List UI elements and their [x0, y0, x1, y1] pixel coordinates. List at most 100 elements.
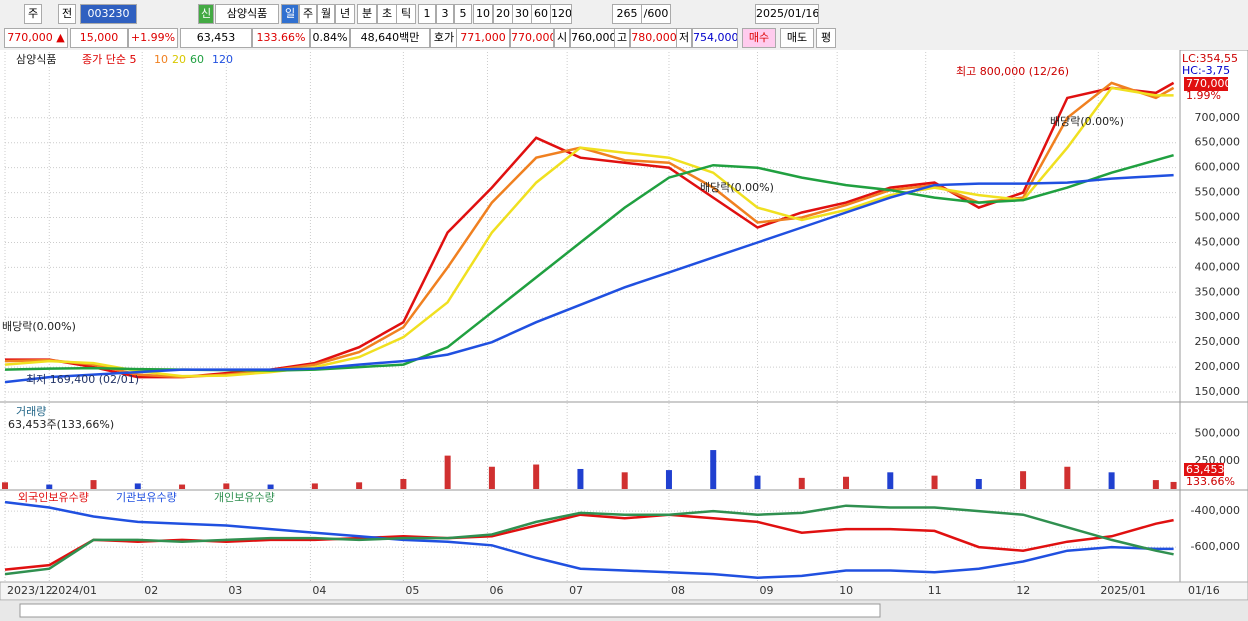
toolbar-item[interactable]: 분 [357, 4, 377, 24]
toolbar-item[interactable]: 전 [58, 4, 76, 24]
axis-label: LC:354,55 [1182, 52, 1238, 65]
toolbar-item[interactable]: 시 [554, 28, 570, 48]
toolbar-item[interactable]: 780,000 [630, 28, 678, 48]
volume-bar [179, 484, 186, 489]
toolbar-item[interactable]: 20 [493, 4, 513, 24]
volume-bar [621, 472, 628, 489]
toolbar-item[interactable]: 003230 [80, 4, 137, 24]
volume-bar [400, 478, 407, 489]
toolbar-item[interactable]: 월 [317, 4, 335, 24]
volume-bar [223, 483, 230, 489]
volume-bar [134, 483, 141, 489]
volume-bar [267, 484, 274, 489]
toolbar-item[interactable]: 2025/01/16 [755, 4, 819, 24]
toolbar-item[interactable]: 10 [473, 4, 493, 24]
y-tick-label: -400,000 [1191, 504, 1240, 517]
toolbar-item[interactable]: 265 [612, 4, 642, 24]
toolbar-item[interactable]: 760,000 [570, 28, 616, 48]
series-line [4, 173, 1174, 384]
scroll-thumb[interactable] [19, 603, 881, 618]
axis-label: 63,453 [1186, 463, 1225, 476]
volume-bar [665, 470, 672, 489]
chart-title: 삼양식품 [16, 53, 56, 66]
x-tick-label: 03 [228, 584, 242, 597]
toolbar-item[interactable]: 신 [198, 4, 214, 24]
annotation: 배당락(0.00%) [2, 320, 76, 333]
volume-bar [931, 475, 938, 489]
toolbar-item[interactable]: 매도 [780, 28, 814, 48]
volume-bar [1108, 472, 1115, 489]
toolbar-item[interactable]: 매수 [742, 28, 776, 48]
legend-entry: 기관보유수량 [116, 491, 177, 504]
toolbar-item[interactable]: 0.84% [310, 28, 350, 48]
toolbar-item[interactable]: +1.99% [128, 28, 178, 48]
y-tick-label: 350,000 [1195, 285, 1241, 298]
legend-entry: 종가 단순 5 [82, 53, 136, 66]
toolbar-item[interactable]: 초 [377, 4, 397, 24]
volume-bar [887, 472, 894, 489]
y-tick-label: 300,000 [1195, 310, 1241, 323]
volume-bar [843, 476, 850, 489]
legend-entry: 60 [190, 53, 204, 66]
toolbar-item[interactable]: 일 [281, 4, 299, 24]
toolbar-item[interactable]: 틱 [396, 4, 416, 24]
y-tick-label: 550,000 [1195, 186, 1241, 199]
x-tick-label: 2025/01 [1100, 584, 1146, 597]
toolbar-item[interactable]: 1 [418, 4, 436, 24]
volume-box [1184, 463, 1224, 476]
y-tick-label: 150,000 [1195, 385, 1241, 398]
toolbar-item[interactable]: 770,000 ▲ [4, 28, 68, 48]
toolbar-item[interactable]: 120 [550, 4, 572, 24]
y-tick-label: 700,000 [1195, 111, 1241, 124]
toolbar-item[interactable]: 고 [614, 28, 630, 48]
x-end-label: 01/16 [1188, 584, 1220, 597]
volume-bar [311, 483, 318, 489]
toolbar-item[interactable]: 주 [24, 4, 42, 24]
toolbar-item[interactable]: 년 [335, 4, 355, 24]
y-tick-label: 600,000 [1195, 161, 1241, 174]
toolbar-item[interactable]: 3 [436, 4, 454, 24]
volume-bar [533, 464, 540, 489]
x-tick-label: 08 [671, 584, 685, 597]
toolbar-item[interactable]: 48,640백만 [350, 28, 430, 48]
toolbar-item[interactable]: 삼양식품 [215, 4, 279, 24]
toolbar-item[interactable]: 호가 [430, 28, 458, 48]
y-tick-label: 650,000 [1195, 136, 1241, 149]
toolbar-item[interactable]: 15,000 [70, 28, 128, 48]
volume-bar [46, 484, 53, 489]
annotation: 최고 800,000 (12/26) [956, 65, 1069, 78]
toolbar-item[interactable]: 30 [512, 4, 532, 24]
legend-entry: 개인보유수량 [214, 491, 275, 504]
toolbar-item[interactable]: 63,453 [180, 28, 252, 48]
toolbar-item[interactable]: 133.66% [252, 28, 310, 48]
y-tick-label: 250,000 [1195, 335, 1241, 348]
y-tick-label: 400,000 [1195, 260, 1241, 273]
volume-bar [577, 468, 584, 489]
toolbar-item[interactable]: 754,000 [692, 28, 738, 48]
legend-entry: 20 [172, 53, 186, 66]
toolbar-item[interactable]: 주 [299, 4, 317, 24]
toolbar-item[interactable]: 저 [676, 28, 692, 48]
toolbar-item[interactable]: /600 [641, 4, 671, 24]
toolbar-item[interactable]: 평 [816, 28, 836, 48]
x-tick-label: 02 [144, 584, 158, 597]
x-tick-label: 09 [759, 584, 773, 597]
toolbar-item[interactable]: 770,000 [510, 28, 554, 48]
toolbar-item[interactable]: 60 [531, 4, 551, 24]
background [0, 50, 1248, 621]
series-line [4, 504, 1174, 576]
y-tick-label: 500,000 [1195, 426, 1241, 439]
volume-bar [1020, 471, 1027, 489]
axis-label: 1.99% [1186, 89, 1221, 102]
volume-bar [90, 480, 97, 489]
annotation: 최저 169,400 (02/01) [26, 373, 139, 386]
toolbar-item[interactable]: 771,000 [456, 28, 510, 48]
x-tick-label: 2023/12 [7, 584, 53, 597]
x-tick-label: 12 [1016, 584, 1030, 597]
axis-label: 770,000 [1186, 77, 1232, 90]
toolbar-item[interactable]: 5 [454, 4, 472, 24]
y-tick-label: 500,000 [1195, 211, 1241, 224]
x-tick-label: 05 [405, 584, 419, 597]
legend-entry: 10 [154, 53, 168, 66]
